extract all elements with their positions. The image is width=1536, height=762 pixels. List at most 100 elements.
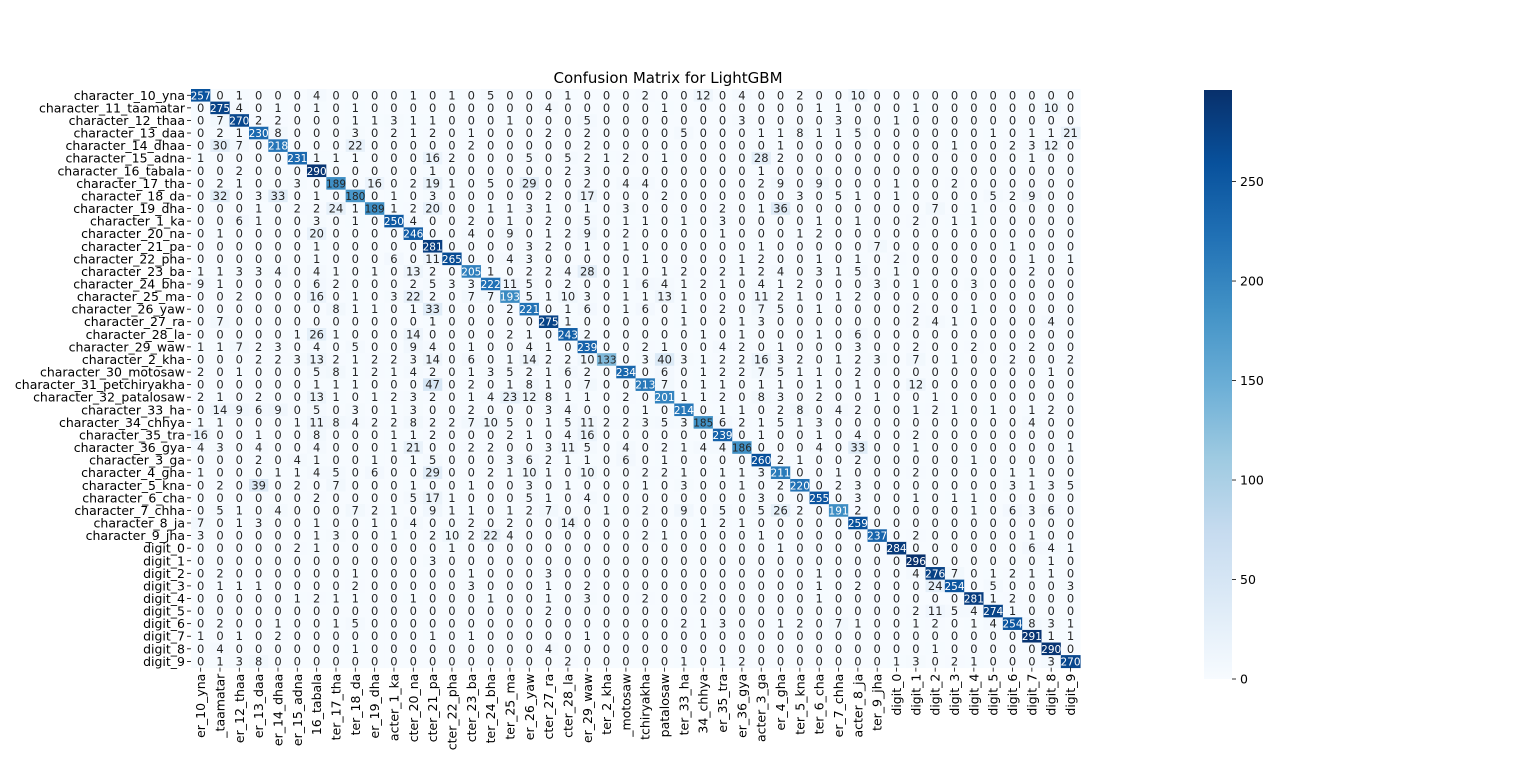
heatmap-cell xyxy=(848,139,868,153)
heatmap-cell xyxy=(500,227,521,241)
heatmap-cell xyxy=(616,214,636,228)
heatmap-cell xyxy=(925,239,946,253)
heatmap-cell-value: 0 xyxy=(429,654,436,668)
heatmap-cell xyxy=(596,151,617,165)
heatmap-cell xyxy=(558,265,578,279)
heatmap-cell xyxy=(790,164,810,178)
heatmap-cell xyxy=(693,177,714,191)
heatmap-cell xyxy=(1022,151,1042,165)
heatmap-cell xyxy=(1060,164,1081,178)
heatmap-cell xyxy=(964,126,984,140)
heatmap-cell xyxy=(384,252,405,266)
heatmap-cell xyxy=(519,126,540,140)
heatmap-cell xyxy=(790,139,810,153)
heatmap-cell xyxy=(500,265,521,279)
heatmap-cell xyxy=(519,177,540,191)
heatmap-cell xyxy=(364,164,385,178)
heatmap-cell-value: 0 xyxy=(545,302,552,316)
heatmap-cell xyxy=(287,239,308,253)
column-tick-label: ter_18_da xyxy=(348,674,363,736)
heatmap-cell xyxy=(558,252,578,266)
heatmap-cell xyxy=(480,164,501,178)
heatmap-cell xyxy=(1002,114,1023,128)
heatmap-cell xyxy=(461,227,482,241)
heatmap-cell xyxy=(635,239,656,253)
column-tick-label: acter_1_ka xyxy=(386,674,401,741)
heatmap-cell xyxy=(287,202,308,216)
heatmap-cell xyxy=(1002,189,1023,203)
heatmap-cell xyxy=(1041,151,1062,165)
heatmap-cell xyxy=(345,151,366,165)
heatmap-cell xyxy=(248,89,269,102)
heatmap-cell xyxy=(712,114,733,128)
heatmap-cell-value: 0 xyxy=(622,654,629,668)
heatmap-cell xyxy=(480,114,501,128)
heatmap-cell xyxy=(944,177,965,191)
heatmap-cell xyxy=(674,202,694,216)
heatmap-cell-value: 0 xyxy=(1028,654,1035,668)
heatmap-cell xyxy=(403,114,424,128)
heatmap-cell xyxy=(538,151,559,165)
heatmap-cell-value: 11 xyxy=(503,277,518,291)
heatmap-cell xyxy=(345,227,366,241)
heatmap-cell xyxy=(925,252,946,266)
heatmap-cell xyxy=(693,202,714,216)
column-tick-label: digit_1 xyxy=(908,674,923,716)
column-tick-label: cter_22_pha xyxy=(444,674,459,751)
heatmap-cell xyxy=(828,89,849,102)
heatmap-cell xyxy=(1002,126,1023,140)
heatmap-cell xyxy=(538,114,559,128)
heatmap-cell xyxy=(191,252,211,266)
heatmap-cell-value: 0 xyxy=(642,654,649,668)
heatmap-cell xyxy=(403,139,424,153)
heatmap-cell xyxy=(693,126,714,140)
heatmap-cell xyxy=(480,89,501,102)
heatmap-cell xyxy=(828,239,849,253)
heatmap-cell xyxy=(732,202,752,216)
heatmap-cell xyxy=(326,101,347,115)
heatmap-cell xyxy=(674,252,694,266)
heatmap-cell xyxy=(674,265,694,279)
heatmap-cell-value: 0 xyxy=(468,654,475,668)
heatmap-cell xyxy=(944,139,965,153)
heatmap-cell xyxy=(751,139,772,153)
column-tick-label: ter_9_jha xyxy=(870,674,885,731)
heatmap-cell xyxy=(538,189,559,203)
heatmap-cell xyxy=(210,114,231,128)
heatmap-cell xyxy=(577,202,598,216)
heatmap-cell xyxy=(1041,239,1062,253)
heatmap-cell xyxy=(364,139,385,153)
heatmap-cell xyxy=(364,239,385,253)
heatmap-cell xyxy=(345,101,366,115)
heatmap-cell xyxy=(403,265,424,279)
heatmap-cell xyxy=(693,89,714,102)
heatmap-cell xyxy=(751,252,772,266)
heatmap-cell xyxy=(538,214,559,228)
heatmap-cell xyxy=(596,202,617,216)
heatmap-cell xyxy=(925,164,946,178)
heatmap-cell xyxy=(828,126,849,140)
heatmap-cell xyxy=(925,202,946,216)
column-tick-label: er_10_yna xyxy=(193,674,208,738)
heatmap-cell xyxy=(616,89,636,102)
heatmap-cell xyxy=(191,151,211,165)
heatmap-cell-value: 0 xyxy=(1009,654,1016,668)
heatmap-cell xyxy=(345,214,366,228)
heatmap-cell xyxy=(674,151,694,165)
heatmap-cell xyxy=(384,189,405,203)
heatmap-cell xyxy=(770,114,791,128)
column-tick-label: er_26_yaw xyxy=(522,674,537,741)
heatmap-cell xyxy=(809,189,830,203)
chart-title: Confusion Matrix for LightGBM xyxy=(553,69,782,87)
heatmap-cell xyxy=(693,239,714,253)
heatmap-cell xyxy=(442,151,463,165)
heatmap-cell xyxy=(1060,126,1081,140)
heatmap-cell xyxy=(306,252,327,266)
heatmap-cell xyxy=(944,214,965,228)
heatmap-cell xyxy=(925,151,946,165)
heatmap-cell xyxy=(770,89,791,102)
heatmap-cell xyxy=(654,239,675,253)
heatmap-cell xyxy=(635,265,656,279)
heatmap-cell xyxy=(674,227,694,241)
heatmap-cell xyxy=(480,101,501,115)
